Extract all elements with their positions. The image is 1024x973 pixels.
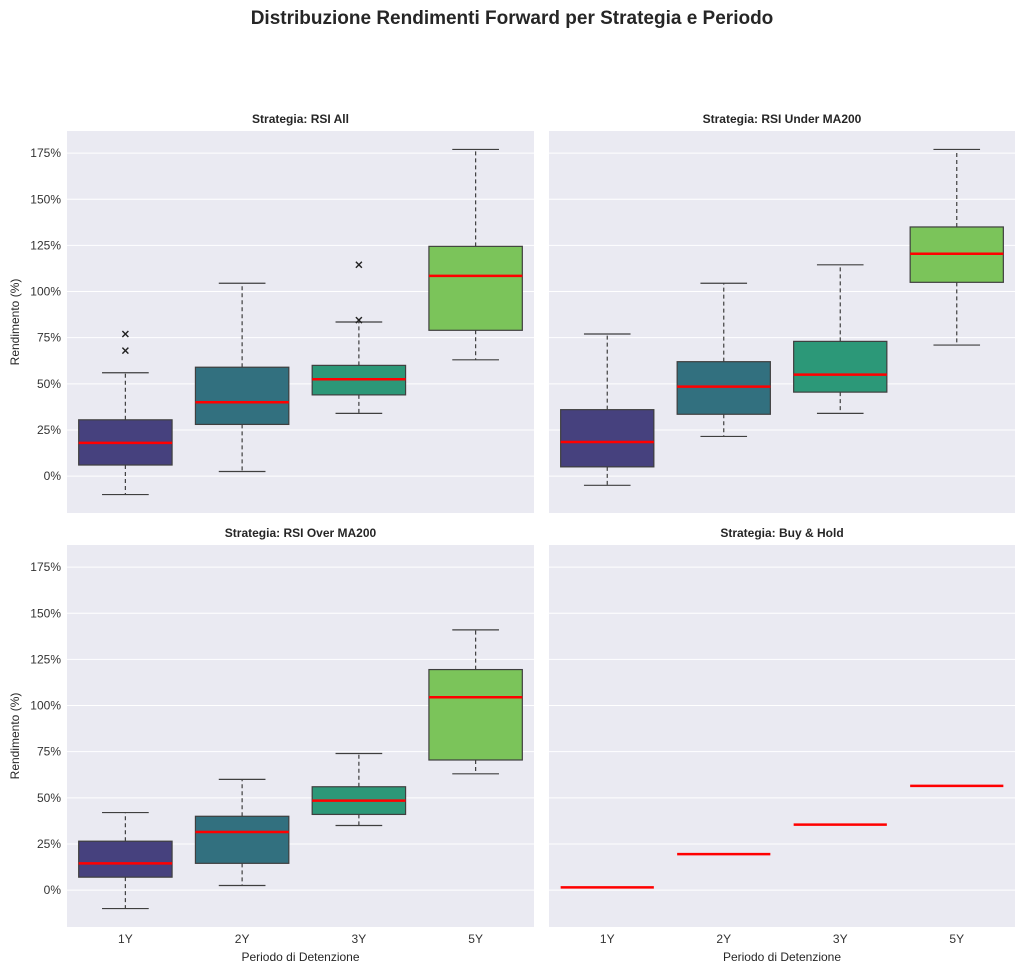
panel-rsi-over-ma200: 0% 25% 50% 75% 100% 125% 150% 175% Strategia: RS… [8,526,534,964]
outlier-marker [121,330,129,338]
box-iqr [194,366,290,426]
y-tick-label: 150% [30,606,61,620]
box-iqr [428,668,523,761]
x-axis-label: Periodo di Detenzione [723,950,841,964]
y-tick-label: 75% [37,331,61,345]
outlier-marker [121,347,129,355]
outlier-marker [355,316,363,324]
panel-title: Strategia: Buy & Hold [720,526,843,540]
box-iqr [793,340,888,393]
panel-rsi-all: 0% 25% 50% 75% 100% 125% 150% 175% Strategia: RS… [8,112,534,513]
panel-title: Strategia: RSI Under MA200 [703,112,862,126]
panel-title: Strategia: RSI Over MA200 [225,526,377,540]
box-5Y [428,629,523,775]
y-tick-label: 50% [37,791,61,805]
x-tick-label: 1Y [118,932,133,946]
box-1Y [78,330,173,496]
box-iqr [560,409,655,468]
box-1Y [78,811,173,910]
outlier-stroke [121,330,129,338]
y-tick-label: 150% [30,192,61,206]
y-tick-label: 125% [30,652,61,666]
y-axis-label: Rendimento (%) [8,693,22,780]
box-3Y [311,261,407,414]
x-tick-label: 3Y [833,932,848,946]
outlier-stroke [355,316,363,324]
y-tick-label: 175% [30,146,61,160]
y-axis-label: Rendimento (%) [8,279,22,366]
y-tick-label: 0% [44,883,62,897]
x-axis-label: Periodo di Detenzione [241,950,359,964]
box-iqr [78,840,173,878]
y-tick-label: 100% [30,699,61,713]
panel-rsi-under-ma200: Strategia: RSI Under MA200 [549,112,1015,513]
y-tick-label: 100% [30,285,61,299]
plot-background [549,545,1015,927]
box-iqr [194,815,290,864]
box-2Y [194,282,290,473]
y-tick-label: 50% [37,377,61,391]
box-iqr [676,361,771,415]
y-tick-label: 0% [44,469,62,483]
outlier-stroke [355,261,363,269]
outlier-stroke [121,347,129,355]
x-tick-label: 3Y [352,932,367,946]
x-tick-label: 1Y [600,932,615,946]
outlier-marker [355,261,363,269]
y-tick-label: 25% [37,423,61,437]
box-5Y [428,148,523,361]
box-5Y [909,148,1004,346]
x-tick-label: 2Y [716,932,731,946]
box-3Y [311,752,407,827]
box-iqr [428,245,523,331]
box-1Y [560,333,655,486]
box-2Y [676,282,771,438]
box-3Y [793,264,888,414]
y-tick-label: 75% [37,745,61,759]
panel-title: Strategia: RSI All [252,112,349,126]
x-tick-label: 5Y [949,932,964,946]
x-tick-label: 5Y [468,932,483,946]
y-tick-label: 125% [30,238,61,252]
figure-title: Distribuzione Rendimenti Forward per Str… [251,8,774,29]
panel-buy-and-hold: Strategia: Buy & Hold 1Y 2Y 3Y 5Y Periodo di … [549,526,1015,964]
y-tick-label: 25% [37,837,61,851]
x-tick-label: 2Y [235,932,250,946]
y-tick-label: 175% [30,560,61,574]
box-2Y [194,778,290,887]
